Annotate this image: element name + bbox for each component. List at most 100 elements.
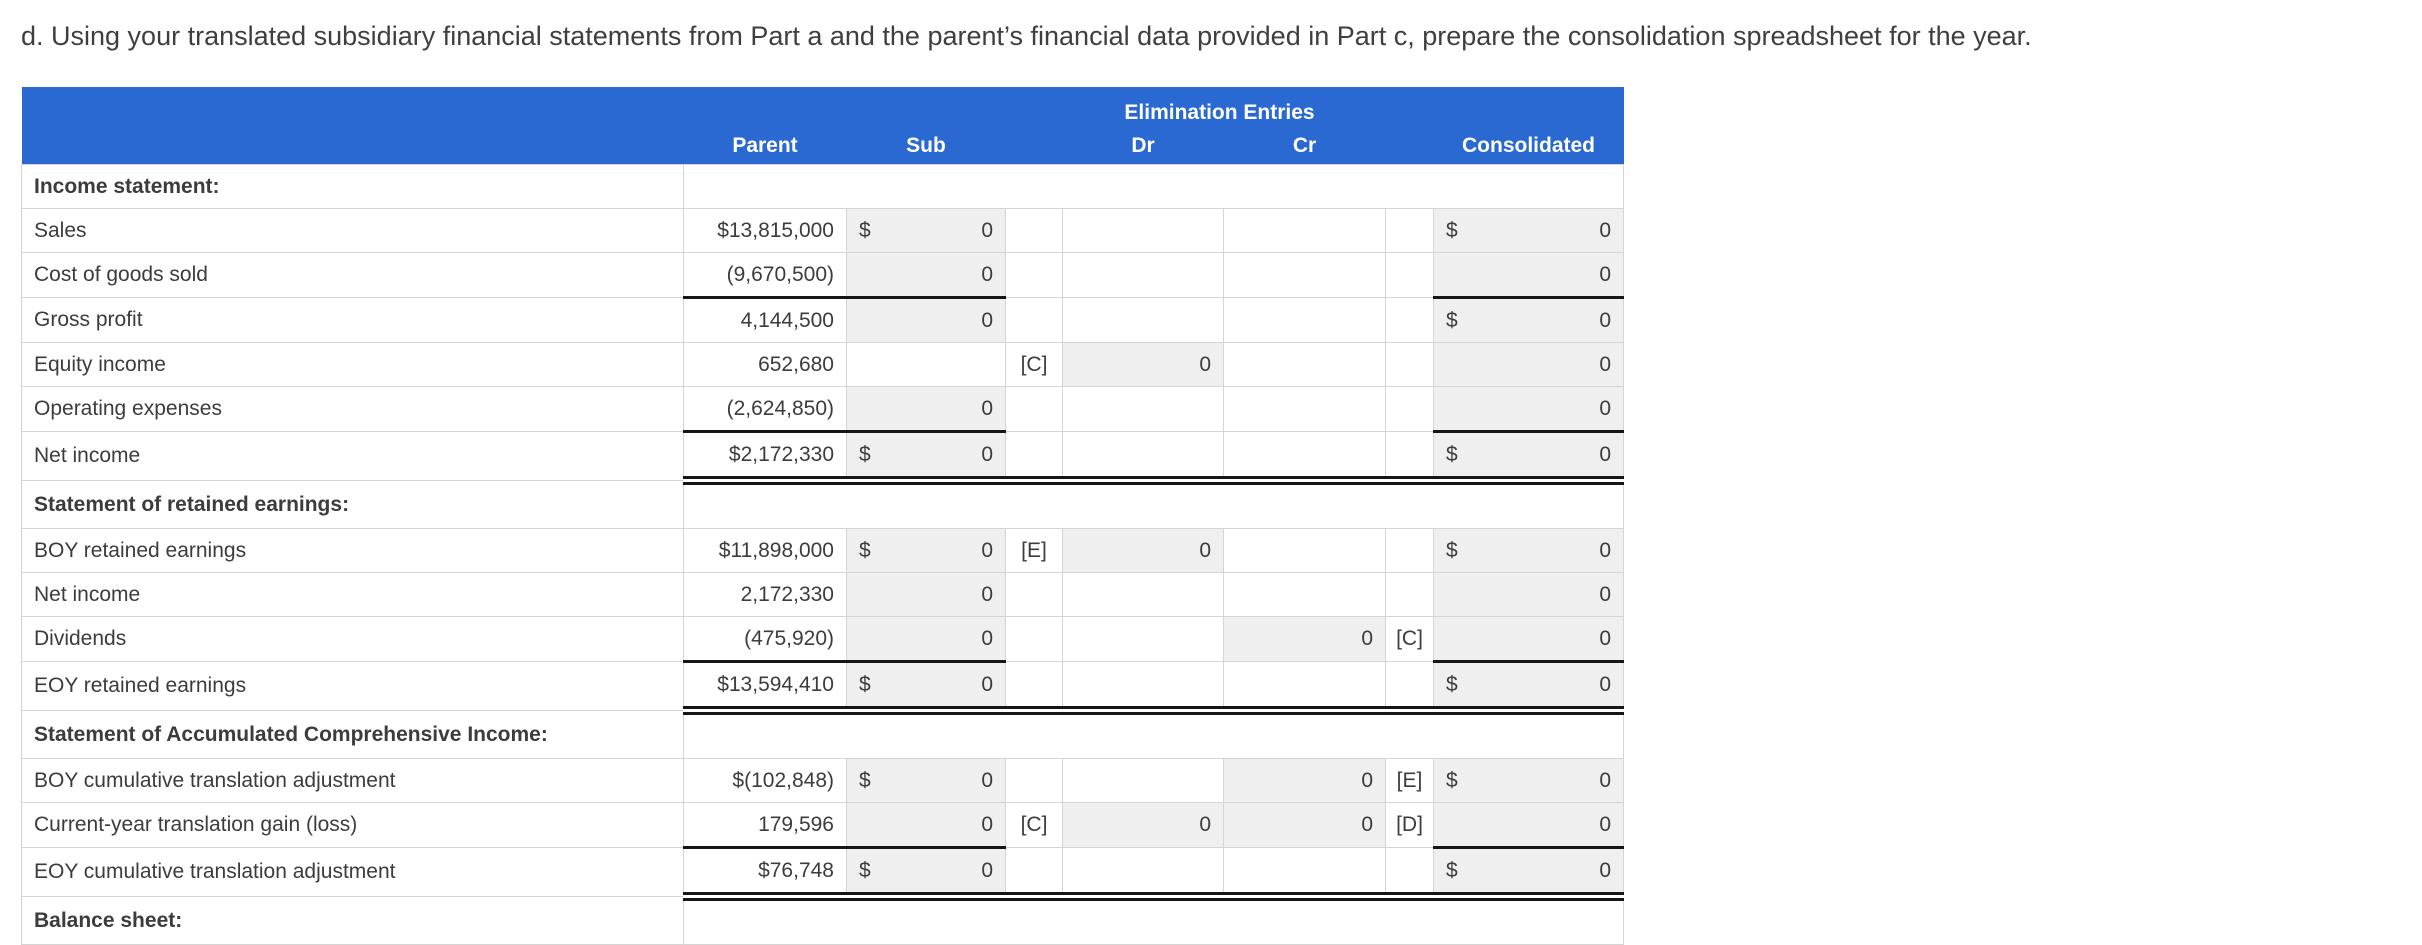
row-label: Gross profit xyxy=(21,297,684,343)
dollar-sign: $ xyxy=(1446,538,1458,562)
row-label: Net income xyxy=(21,572,684,617)
cell-value: 0 xyxy=(1599,768,1612,792)
parent-value-cell: $13,594,410 xyxy=(683,661,847,715)
sub-input-cell[interactable]: $0 xyxy=(846,431,1006,485)
consolidated-input-cell[interactable]: $0 xyxy=(1433,758,1625,803)
dr-tag-cell xyxy=(1005,616,1063,662)
consolidated-input-cell[interactable]: 0 xyxy=(1433,616,1625,663)
consolidated-input-cell[interactable]: 0 xyxy=(1433,572,1625,617)
parent-value-cell: (9,670,500) xyxy=(683,252,847,299)
sub-input-cell[interactable]: 0 xyxy=(846,252,1006,299)
consolidated-input-cell[interactable]: 0 xyxy=(1433,342,1625,387)
cr-input-cell xyxy=(1223,297,1386,343)
cr-tag-cell: [E] xyxy=(1384,758,1435,803)
cr-input-cell[interactable]: 0 xyxy=(1223,616,1386,662)
consolidated-input-cell[interactable]: $0 xyxy=(1433,208,1625,253)
cr-tag-cell xyxy=(1384,297,1435,343)
cr-input-cell xyxy=(1223,431,1386,485)
table-row: Gross profit 4,144,500 0 $0 xyxy=(21,297,1625,343)
table-row: BOY retained earnings $11,898,000 $0 [E] 0 $0 xyxy=(21,528,1625,573)
dollar-sign: $ xyxy=(859,442,871,466)
dollar-sign: $ xyxy=(1446,442,1458,466)
cell-value: 0 xyxy=(1599,308,1612,332)
cell-value: 0 xyxy=(1599,352,1612,376)
section-spacer-cell xyxy=(682,480,1625,529)
sub-input-cell[interactable]: 0 xyxy=(846,572,1006,617)
dr-tag-cell xyxy=(1005,208,1063,253)
dollar-sign: $ xyxy=(1446,858,1458,882)
dr-input-cell xyxy=(1062,297,1224,343)
row-label: EOY retained earnings xyxy=(21,661,684,711)
section-row: Statement of retained earnings: xyxy=(21,480,1625,529)
consolidated-input-cell[interactable]: $0 xyxy=(1433,431,1625,485)
sub-input-cell[interactable]: $0 xyxy=(846,208,1006,253)
consolidated-input-cell[interactable]: 0 xyxy=(1433,386,1625,433)
dr-tag-cell xyxy=(1005,297,1063,343)
section-row: Statement of Accumulated Comprehensive I… xyxy=(21,710,1625,759)
row-label: Statement of Accumulated Comprehensive I… xyxy=(21,710,684,759)
consolidated-input-cell[interactable]: $0 xyxy=(1433,528,1625,573)
sub-input-cell[interactable]: $0 xyxy=(846,847,1006,901)
consolidated-input-cell[interactable]: 0 xyxy=(1433,802,1625,849)
dr-tag-cell: [C] xyxy=(1005,802,1063,848)
sub-input-cell[interactable]: 0 xyxy=(846,386,1006,433)
dr-input-cell xyxy=(1062,661,1224,715)
dr-input-cell[interactable]: 0 xyxy=(1062,342,1224,387)
column-header-parent: Parent xyxy=(683,127,847,165)
column-header-cr: Cr xyxy=(1223,127,1386,165)
sub-input-cell[interactable]: 0 xyxy=(846,616,1006,663)
table-row: Cost of goods sold (9,670,500) 0 0 xyxy=(21,252,1625,299)
cr-input-cell[interactable]: 0 xyxy=(1223,758,1386,803)
dr-input-cell[interactable]: 0 xyxy=(1062,802,1224,848)
dollar-sign: $ xyxy=(859,768,871,792)
sub-input-cell[interactable]: $0 xyxy=(846,758,1006,803)
section-spacer-cell xyxy=(682,710,1625,759)
cell-value: 0 xyxy=(1599,582,1612,606)
consolidated-input-cell[interactable]: 0 xyxy=(1433,252,1625,299)
dr-tag-cell xyxy=(1005,661,1063,715)
cr-input-cell xyxy=(1223,572,1386,617)
row-label: Income statement: xyxy=(21,164,684,209)
parent-value-cell: (475,920) xyxy=(683,616,847,663)
cr-input-cell xyxy=(1223,252,1386,298)
cell-value: 0 xyxy=(981,396,993,420)
dr-input-cell xyxy=(1062,758,1224,803)
consolidated-input-cell[interactable]: $0 xyxy=(1433,297,1625,343)
dollar-sign: $ xyxy=(859,538,871,562)
dollar-sign: $ xyxy=(859,672,871,696)
header-row-columns: Parent Sub Dr Cr Consolidated xyxy=(21,127,1624,165)
cr-tag-cell: [D] xyxy=(1384,802,1435,848)
elimination-entries-header: Elimination Entries xyxy=(1005,87,1434,127)
cell-value: 0 xyxy=(1361,813,1373,836)
parent-value-cell: $(102,848) xyxy=(683,758,847,803)
column-header-consolidated: Consolidated xyxy=(1433,127,1624,165)
cr-input-cell xyxy=(1223,208,1386,253)
parent-value-cell: $76,748 xyxy=(683,847,847,901)
cell-value: 0 xyxy=(1599,262,1612,286)
sub-input-cell[interactable]: 0 xyxy=(846,802,1006,849)
consolidation-spreadsheet: Elimination Entries Parent Sub Dr Cr Con… xyxy=(21,87,1625,945)
dr-input-cell xyxy=(1062,572,1224,617)
cr-input-cell xyxy=(1223,847,1386,901)
cr-input-cell[interactable]: 0 xyxy=(1223,802,1386,848)
cr-tag-cell: [C] xyxy=(1384,616,1435,662)
row-label: Net income xyxy=(21,431,684,481)
consolidated-input-cell[interactable]: $0 xyxy=(1433,847,1625,901)
dr-input-cell[interactable]: 0 xyxy=(1062,528,1224,573)
cell-value: 0 xyxy=(981,308,993,332)
cr-tag-cell xyxy=(1384,208,1435,253)
cell-value: 0 xyxy=(981,812,993,836)
row-label: BOY retained earnings xyxy=(21,528,684,573)
dr-tag-cell xyxy=(1005,572,1063,617)
cr-input-cell xyxy=(1223,342,1386,387)
page-title: d. Using your translated subsidiary fina… xyxy=(21,21,2032,51)
table-row: Equity income 652,680 [C] 0 0 xyxy=(21,342,1625,387)
sub-input-cell[interactable]: $0 xyxy=(846,661,1006,715)
header-spacer xyxy=(1433,87,1624,127)
parent-value-cell: (2,624,850) xyxy=(683,386,847,433)
cell-value: 0 xyxy=(981,218,993,242)
sub-input-cell[interactable]: 0 xyxy=(846,297,1006,343)
cr-tag-cell xyxy=(1384,386,1435,432)
sub-input-cell[interactable]: $0 xyxy=(846,528,1006,573)
consolidated-input-cell[interactable]: $0 xyxy=(1433,661,1625,715)
